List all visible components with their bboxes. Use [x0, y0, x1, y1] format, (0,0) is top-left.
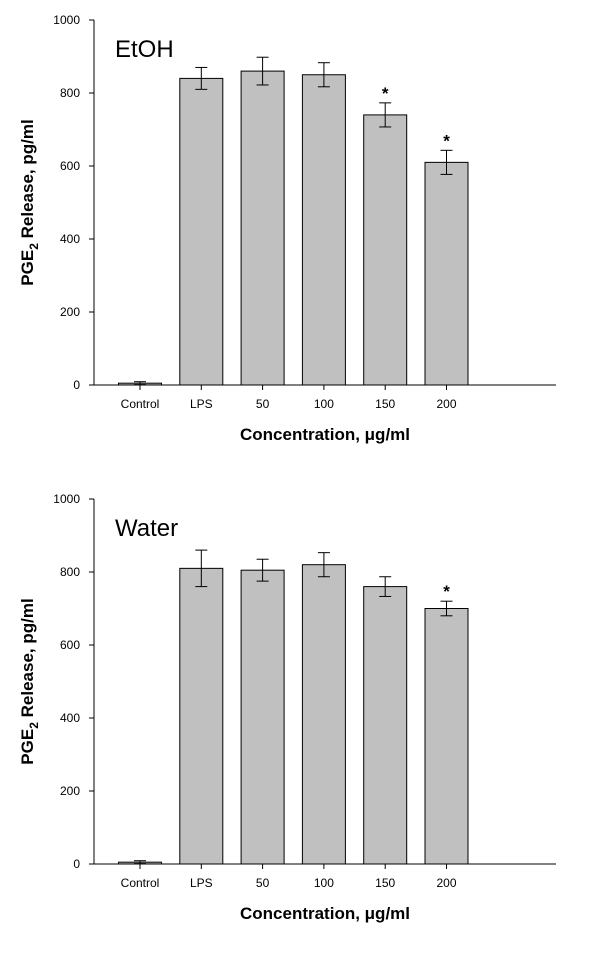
significance-marker: * [443, 131, 450, 150]
bar [179, 567, 224, 865]
y-tick-label: 800 [60, 86, 80, 100]
bar-chart-etoh: 0 200 400 600 800 1000 Control LPS 50 100 150 * 200 *… [18, 13, 556, 444]
y-axis-title: PGE2 Release, pg/ml [18, 598, 41, 764]
x-tick-label: 100 [314, 397, 334, 411]
x-tick-label: Control [121, 876, 160, 890]
y-tick-label: 1000 [53, 13, 80, 27]
x-tick-label: 150 [375, 876, 395, 890]
y-tick-label: 200 [60, 784, 80, 798]
y-tick-label: 200 [60, 305, 80, 319]
bar [301, 564, 346, 865]
bar [363, 114, 408, 386]
y-tick-label: 600 [60, 159, 80, 173]
panel-label: Water [115, 515, 178, 542]
panel-label: EtOH [115, 36, 174, 63]
bar [240, 569, 285, 865]
y-tick-label: 400 [60, 711, 80, 725]
x-tick-label: 50 [256, 397, 270, 411]
y-tick-label: 0 [73, 378, 80, 392]
y-tick-label: 600 [60, 638, 80, 652]
bar [179, 77, 224, 386]
significance-marker: * [443, 582, 450, 601]
significance-marker: * [382, 84, 389, 103]
x-tick-label: Control [121, 397, 160, 411]
y-tick-label: 400 [60, 232, 80, 246]
y-tick-label: 1000 [53, 492, 80, 506]
bar [363, 586, 408, 865]
x-tick-label: 100 [314, 876, 334, 890]
bar [240, 70, 285, 386]
chart-panel-water: 0 200 400 600 800 1000 Control LPS 50 100 150 200 * W… [0, 479, 596, 958]
x-tick-label: 50 [256, 876, 270, 890]
bar [424, 608, 469, 865]
bar [424, 161, 469, 386]
bar-chart-water: 0 200 400 600 800 1000 Control LPS 50 100 150 200 * W… [18, 492, 556, 923]
y-axis-title: PGE2 Release, pg/ml [18, 119, 41, 285]
x-axis-title: Concentration, μg/ml [240, 425, 410, 444]
x-tick-label: LPS [190, 876, 213, 890]
x-tick-label: 150 [375, 397, 395, 411]
chart-panel-etoh: 0 200 400 600 800 1000 Control LPS 50 100 150 * 200 *… [0, 0, 596, 479]
bar [301, 74, 346, 386]
x-tick-label: 200 [436, 876, 456, 890]
x-tick-label: 200 [436, 397, 456, 411]
x-tick-label: LPS [190, 397, 213, 411]
y-tick-label: 0 [73, 857, 80, 871]
y-tick-label: 800 [60, 565, 80, 579]
x-axis-title: Concentration, μg/ml [240, 904, 410, 923]
